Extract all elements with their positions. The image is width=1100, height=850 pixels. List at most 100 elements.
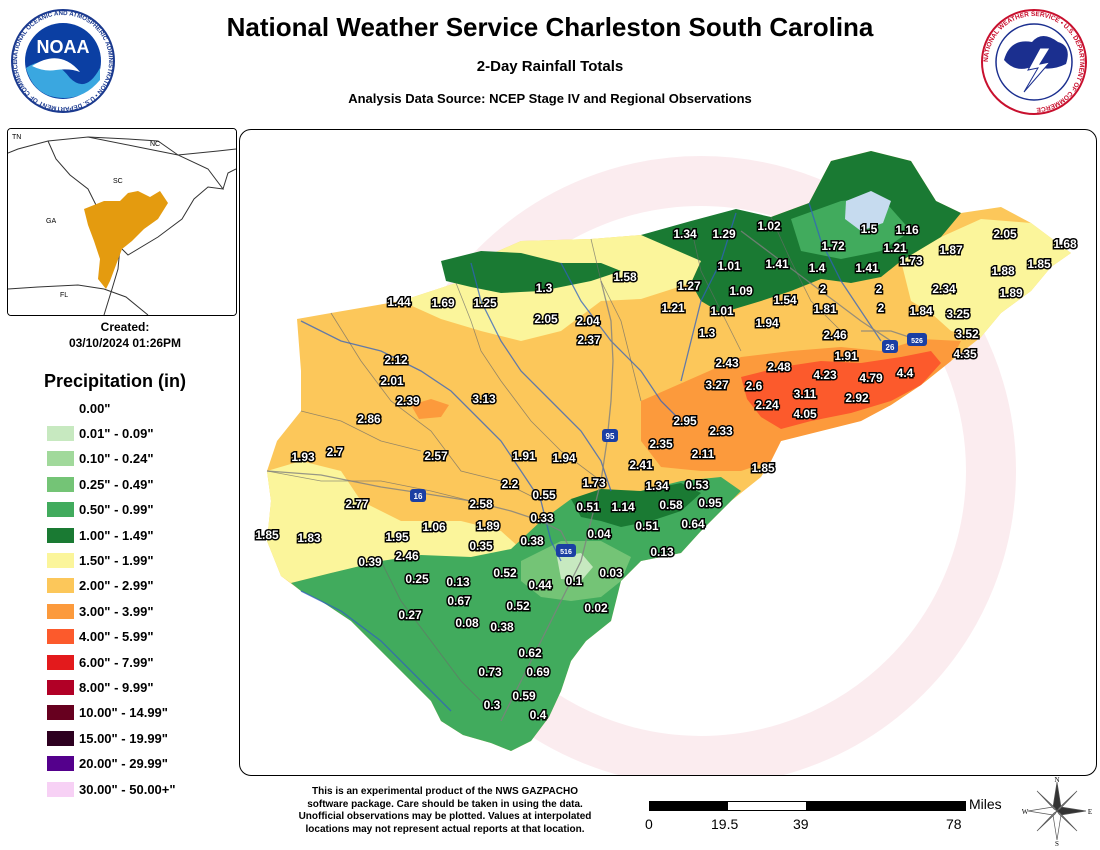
compass-w: W xyxy=(1022,808,1029,816)
rainfall-observation: 1.68 xyxy=(1053,237,1077,251)
svg-text:516: 516 xyxy=(560,549,572,556)
rainfall-observation: 1.85 xyxy=(751,461,775,475)
region-1-00-south xyxy=(571,483,701,527)
created-datetime: 03/10/2024 01:26PM xyxy=(68,336,182,350)
region-4-00 xyxy=(741,351,941,429)
legend-item: 0.01" - 0.09" xyxy=(47,423,153,443)
legend-item: 20.00" - 29.99" xyxy=(47,754,168,774)
rainfall-observation: 0.52 xyxy=(506,599,530,613)
compass-e: E xyxy=(1088,808,1092,816)
rainfall-observation: 1.83 xyxy=(297,531,321,545)
rainfall-observation: 2.46 xyxy=(395,549,419,563)
region-1-50-west xyxy=(267,461,521,583)
rainfall-map: 95 16 26 526 516 1.34 1.29 1.02 1.5 1.16 2.05… xyxy=(239,129,1097,776)
rainfall-observation: 1.41 xyxy=(765,257,789,271)
rainfall-observation: 0.04 xyxy=(587,527,611,541)
rainfall-observation: 2.57 xyxy=(424,449,448,463)
rainfall-observation: 2.01 xyxy=(380,374,404,388)
rainfall-observation: 1.69 xyxy=(431,296,455,310)
legend-swatch xyxy=(47,552,74,568)
rainfall-observation: 0.44 xyxy=(528,578,552,592)
data-source-label: Analysis Data Source: NCEP Stage IV and … xyxy=(348,91,752,106)
legend-swatch xyxy=(47,476,74,492)
rainfall-observation: 1.3 xyxy=(699,326,716,340)
legend-label: 20.00" - 29.99" xyxy=(79,756,168,772)
rainfall-observation: 1.89 xyxy=(999,286,1023,300)
rainfall-observation: 1.06 xyxy=(422,520,446,534)
rainfall-observation: 0.55 xyxy=(532,488,556,502)
rainfall-observation: 2.12 xyxy=(384,353,408,367)
legend-swatch xyxy=(47,425,74,441)
legend-label: 6.00" - 7.99" xyxy=(79,654,154,670)
rainfall-observation: 3.25 xyxy=(946,307,970,321)
svg-text:26: 26 xyxy=(886,343,895,352)
legend-item: 2.00" - 2.99" xyxy=(47,576,153,596)
rainfall-observation: 1.91 xyxy=(512,449,536,463)
rainfall-observation: 2.24 xyxy=(755,398,779,412)
legend-swatch xyxy=(47,451,74,467)
locator-inset-map: TN NC SC GA FL xyxy=(7,128,237,316)
rainfall-observation: 1.21 xyxy=(661,301,685,315)
legend-swatch xyxy=(47,730,74,746)
rainfall-observation: 1.58 xyxy=(613,270,637,284)
legend-item: 3.00" - 3.99" xyxy=(47,601,153,621)
observation-values: 1.34 1.29 1.02 1.5 1.16 2.05 1.68 1.72 1.21 1.87 1… xyxy=(254,218,1079,724)
map-subtitle: 2-Day Rainfall Totals xyxy=(476,58,624,75)
rainfall-observation: 1.94 xyxy=(755,316,779,330)
rainfall-observation: 4.4 xyxy=(897,366,914,380)
legend-label: 1.50" - 1.99" xyxy=(79,552,154,568)
rainfall-observation: 0.13 xyxy=(650,545,674,559)
legend-item: 0.50" - 0.99" xyxy=(47,500,153,520)
legend-label: 0.25" - 0.49" xyxy=(79,476,154,492)
rainfall-observation: 4.79 xyxy=(859,371,883,385)
legend-label: 10.00" - 14.99" xyxy=(79,705,168,721)
rainfall-observation: 2 xyxy=(876,282,883,296)
rainfall-observation: 1.73 xyxy=(582,476,606,490)
rainfall-observation: 1.85 xyxy=(255,528,279,542)
rainfall-observation: 3.11 xyxy=(794,387,817,401)
rainfall-observation: 0.02 xyxy=(584,601,608,615)
map-title: National Weather Service Charleston Sout… xyxy=(226,12,874,42)
region-0-50-south xyxy=(291,477,741,751)
noaa-wordmark: NOAA xyxy=(37,37,90,57)
legend-label: 0.00" xyxy=(79,400,111,416)
rainfall-observation: 2.58 xyxy=(469,497,493,511)
rainfall-observation: 2.48 xyxy=(767,360,791,374)
legend-item: 1.50" - 1.99" xyxy=(47,550,153,570)
rainfall-observation: 2.43 xyxy=(715,356,739,370)
legend-swatch xyxy=(47,603,74,619)
rainfall-observation: 2.86 xyxy=(357,412,381,426)
region-0-01-south xyxy=(557,553,593,581)
rainfall-observation: 2.11 xyxy=(692,447,715,461)
rainfall-observation: 1.88 xyxy=(991,264,1015,278)
rainfall-observation: 1.81 xyxy=(813,302,837,316)
legend-swatch xyxy=(47,756,74,772)
rainfall-observation: 1.16 xyxy=(895,223,919,237)
rainfall-observation: 0.59 xyxy=(512,689,536,703)
rainfall-observation: 1.34 xyxy=(645,479,669,493)
rainfall-observation: 0.1 xyxy=(566,574,583,588)
legend-swatch xyxy=(47,400,74,416)
disclaimer: This is an experimental product of the N… xyxy=(270,786,620,836)
rainfall-observation: 2.77 xyxy=(345,497,369,511)
inset-label-ga: GA xyxy=(46,218,56,225)
rainfall-observation: 1.29 xyxy=(712,227,736,241)
rainfall-observation: 0.33 xyxy=(530,511,554,525)
legend-item: 15.00" - 19.99" xyxy=(47,728,168,748)
rainfall-observation: 1.93 xyxy=(291,450,315,464)
legend-label: 2.00" - 2.99" xyxy=(79,578,154,594)
legend-swatch xyxy=(47,578,74,594)
rainfall-observation: 0.52 xyxy=(493,566,517,580)
lake xyxy=(845,191,891,231)
rainfall-observation: 1.41 xyxy=(855,261,879,275)
rainfall-observation: 3.13 xyxy=(472,392,496,406)
region-3-00-spot xyxy=(411,399,449,419)
i95-shield: 95 xyxy=(602,429,618,442)
rainfall-observation: 0.51 xyxy=(576,500,600,514)
rainfall-observation: 0.39 xyxy=(358,555,382,569)
rainfall-observation: 0.53 xyxy=(685,478,709,492)
rainfall-observation: 2 xyxy=(878,301,885,315)
rainfall-observation: 0.08 xyxy=(455,616,479,630)
rainfall-observation: 1.5 xyxy=(861,222,878,236)
rainfall-observation: 4.23 xyxy=(813,368,837,382)
